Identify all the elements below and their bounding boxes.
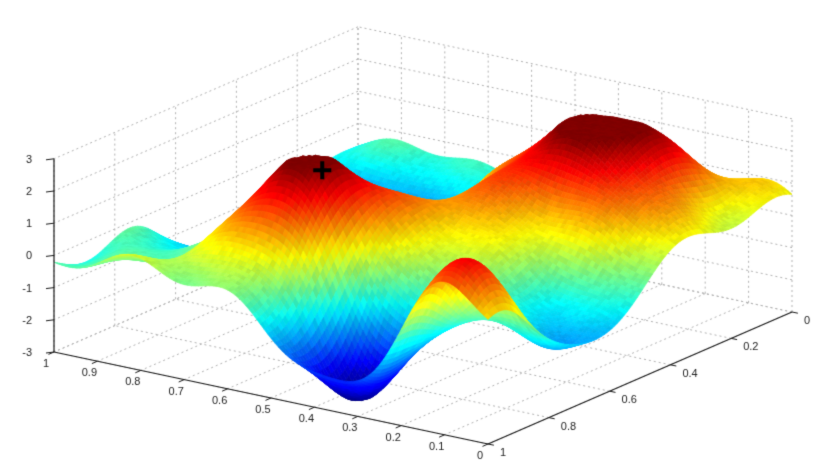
matlab-3d-surface-figure [0,0,820,461]
surface-plot-canvas [0,0,820,461]
